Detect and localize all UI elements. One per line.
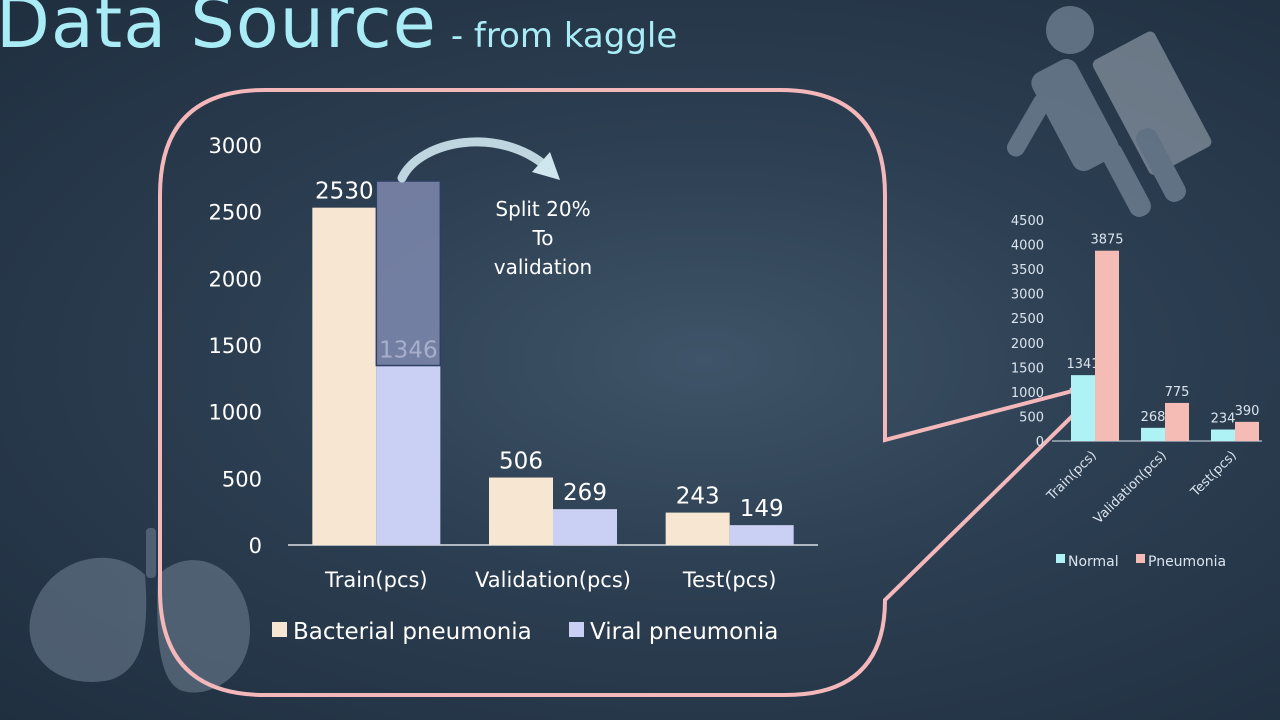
legend-label: Bacterial pneumonia — [293, 619, 532, 645]
y-tick-label: 1500 — [209, 334, 262, 358]
page-title: Data Source - from kaggle — [0, 0, 677, 64]
x-tick-label: Validation(pcs) — [475, 568, 631, 592]
bar — [376, 365, 441, 545]
data-label: 268 — [1141, 410, 1166, 425]
bar — [312, 207, 377, 545]
y-tick-label: 1000 — [209, 401, 262, 425]
legend-label: Normal — [1068, 554, 1119, 570]
y-tick-label: 1500 — [1011, 361, 1044, 376]
data-label: 3875 — [1090, 233, 1123, 248]
data-label: 506 — [499, 449, 543, 475]
data-label: 775 — [1165, 385, 1190, 400]
bar — [1235, 421, 1259, 441]
data-label: 269 — [563, 480, 607, 506]
mini-chart: 0 500 1000 1500 2000 2500 3000 3500 4000 4500 1341… — [1011, 214, 1262, 570]
bar — [1211, 429, 1235, 441]
legend-swatch — [569, 622, 584, 637]
bar — [553, 509, 617, 545]
y-tick-label: 500 — [1019, 410, 1044, 425]
y-tick-label: 0 — [1036, 435, 1044, 450]
data-label: 243 — [676, 484, 720, 510]
split-note-line-3: validation — [494, 255, 592, 279]
data-label: 390 — [1235, 404, 1260, 419]
bar — [1095, 250, 1119, 441]
split-arrow-head — [532, 152, 560, 180]
y-tick-label: 4500 — [1011, 214, 1044, 229]
split-note-line-1: Split 20% — [495, 197, 590, 221]
legend-label: Viral pneumonia — [590, 619, 778, 645]
legend-swatch — [272, 622, 287, 637]
y-tick-label: 0 — [249, 534, 262, 558]
lungs-icon — [29, 528, 250, 693]
bar — [489, 477, 553, 545]
y-tick-label: 3000 — [1011, 288, 1044, 303]
xray-person-icon — [1007, 6, 1212, 217]
bar — [665, 512, 730, 545]
x-tick-label: Train(pcs) — [1044, 448, 1100, 504]
y-tick-label: 4000 — [1011, 239, 1044, 254]
split-arrow — [397, 137, 553, 183]
split-overlay-bar — [375, 180, 442, 367]
y-tick-label: 1000 — [1011, 386, 1044, 401]
title-main: Data Source — [0, 0, 437, 64]
y-tick-label: 500 — [222, 467, 262, 491]
bar — [1071, 375, 1095, 441]
y-tick-label: 3500 — [1011, 263, 1044, 278]
split-note-line-2: To — [531, 226, 553, 250]
bar — [1165, 402, 1189, 441]
y-tick-label: 3000 — [209, 134, 262, 158]
legend-swatch — [1056, 554, 1065, 563]
y-tick-label: 2000 — [209, 267, 262, 291]
legend-label: Pneumonia — [1148, 554, 1226, 570]
bar — [729, 525, 794, 545]
data-label: 2530 — [315, 179, 374, 205]
data-label: 234 — [1211, 412, 1236, 427]
callout-frame — [158, 88, 1114, 697]
x-tick-label: Test(pcs) — [1188, 448, 1240, 500]
title-subtitle: - from kaggle — [450, 16, 678, 56]
x-tick-label: Test(pcs) — [682, 568, 777, 592]
main-chart: 05001000150020002500300025301346Train(pc… — [209, 134, 818, 645]
legend-swatch — [1136, 554, 1145, 563]
y-tick-label: 2000 — [1011, 337, 1044, 352]
data-label: 149 — [740, 496, 784, 522]
y-tick-label: 2500 — [1011, 312, 1044, 327]
x-tick-label: Validation(pcs) — [1091, 448, 1170, 527]
data-label: 1341 — [1066, 357, 1099, 372]
y-tick-label: 2500 — [209, 201, 262, 225]
x-tick-label: Train(pcs) — [324, 568, 428, 592]
bar — [1141, 427, 1165, 441]
